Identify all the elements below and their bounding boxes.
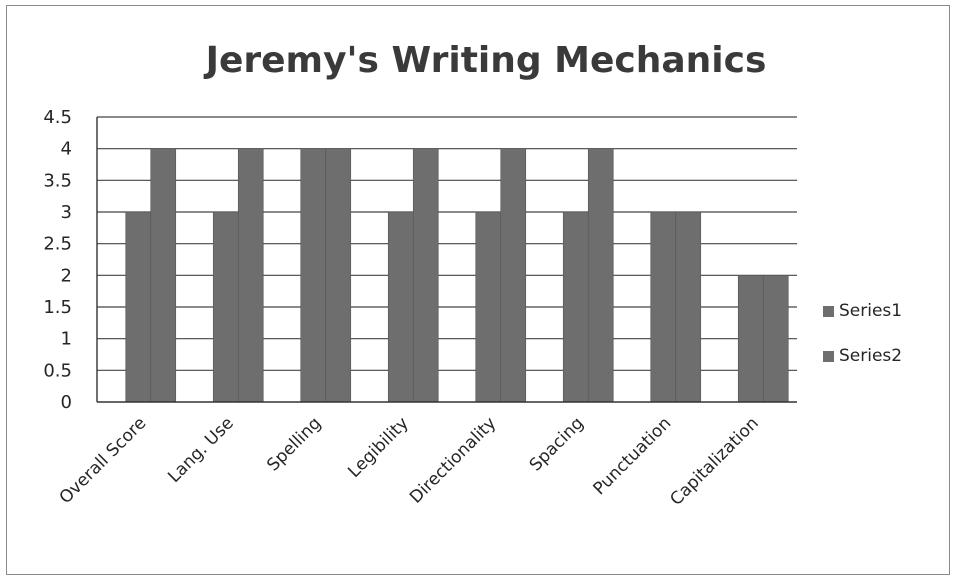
bar-series2-6 [675,211,702,403]
x-tick-label: Lang. Use [164,413,238,487]
bar-series1-5 [562,211,589,403]
bar-series1-6 [650,211,677,403]
x-tick-label: Spacing [526,413,588,475]
x-tick-label: Directionality [406,413,500,507]
y-tick-label: 0 [61,392,72,413]
bar-series2-7 [762,275,789,403]
bar-series1-1 [212,211,239,403]
x-tick-label: Legibility [344,413,412,481]
legend-swatch [823,306,834,317]
x-tick-label: Capitalization [666,413,762,509]
y-tick-label: 3 [61,202,72,223]
y-tick-label: 3.5 [43,170,72,191]
legend-label: Series2 [839,346,902,366]
bar-series1-3 [387,211,414,403]
y-tick-label: 0.5 [43,360,72,381]
bar-series2-2 [325,148,352,403]
bar-series2-5 [587,148,614,403]
bar-series2-0 [150,148,177,403]
bar-series2-4 [500,148,527,403]
legend-swatch [823,351,834,362]
bar-series1-2 [300,148,327,403]
axes [96,117,797,403]
y-tick-label: 4 [61,139,72,160]
x-axis-labels: Overall Score Lang. Use Spelling Legibility… [56,413,763,509]
y-tick-label: 1.5 [43,297,72,318]
x-tick-label: Spelling [263,413,325,475]
bar-series2-1 [237,148,264,403]
bar-series1-4 [475,211,502,403]
legend: Series1 Series2 [823,301,902,366]
bar-series1-7 [737,275,764,403]
y-tick-label: 2 [61,265,72,286]
chart-title: Jeremy's Writing Mechanics [203,40,767,81]
y-tick-label: 2.5 [43,234,72,255]
bars [125,148,789,403]
y-tick-label: 1 [61,329,72,350]
bar-series1-0 [125,211,152,403]
legend-label: Series1 [839,301,902,321]
y-tick-label: 4.5 [43,107,72,128]
bar-series2-3 [412,148,439,403]
x-tick-label: Punctuation [590,413,676,499]
y-axis-ticks: 0 0.5 1 1.5 2 2.5 3 3.5 4 4.5 [43,107,72,413]
x-tick-label: Overall Score [56,413,151,508]
